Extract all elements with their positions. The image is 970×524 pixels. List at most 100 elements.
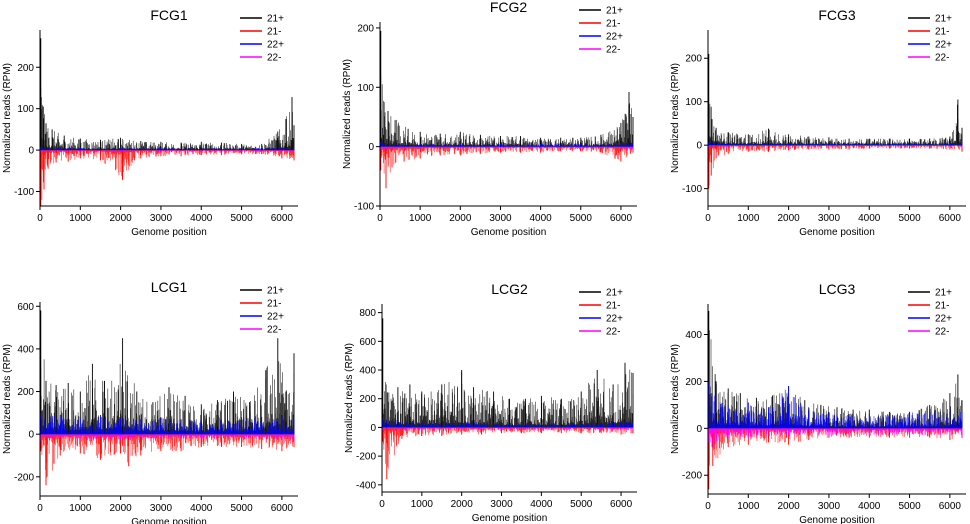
x-tick-label: 3000 [489,213,512,224]
x-axis-label: Genome position [799,227,875,238]
x-tick-label: 0 [377,213,383,224]
legend-label: 21+ [267,14,284,25]
x-tick-label: 6000 [271,503,294,514]
x-tick-label: 6000 [939,213,962,224]
x-tick-label: 0 [705,501,711,512]
legend-label: 22+ [935,314,952,325]
x-tick-label: 6000 [271,213,294,224]
y-tick-label: 800 [359,308,376,319]
y-tick-label: 0 [696,141,702,152]
y-tick-label: -200 [356,452,376,463]
series-trace-22+ [40,146,295,151]
series-trace-21+ [382,368,634,428]
series-22minus [708,145,963,148]
series-22minus [40,434,295,441]
legend-label: 22- [267,325,281,336]
y-tick-label: 0 [28,430,34,441]
x-tick-label: 4000 [858,501,881,512]
y-tick-label: -400 [356,480,376,491]
chart-title: LCG1 [151,279,188,295]
chart-title: LCG2 [491,281,528,297]
x-axis-label: Genome position [799,515,875,524]
x-tick-label: 4000 [858,213,881,224]
series-22minus [382,427,634,431]
x-tick-label: 1000 [411,499,434,510]
series-22plus [382,418,634,428]
x-axis-label: Genome position [471,227,547,238]
y-tick-label: 200 [359,394,376,405]
series-trace-22- [380,146,634,150]
x-tick-label: 2000 [110,213,133,224]
series-21minus [708,428,963,490]
series-21minus [40,150,295,206]
legend-label: 21+ [606,6,623,17]
y-tick-label: 100 [685,97,702,108]
x-tick-label: 2000 [778,501,801,512]
x-tick-label: 5000 [570,499,593,510]
series-trace-22- [708,145,963,148]
chart-panel-fcg1: FCG1 0 1000 2000 3000 4000 5000 6000 -100 0 100 200… [2,7,298,238]
x-tick-label: 1000 [737,501,760,512]
legend-label: 21- [267,27,281,38]
y-tick-label: -100 [682,184,702,195]
series-trace-21+ [40,87,295,151]
y-tick-label: 600 [359,337,376,348]
series-22minus [708,428,963,448]
y-tick-label: -200 [682,471,702,482]
chart-title: LCG3 [819,281,856,297]
x-tick-label: 0 [37,213,43,224]
chart-title: FCG1 [150,7,188,23]
legend-label: 22- [606,45,620,56]
x-tick-label: 5000 [898,501,921,512]
x-tick-label: 0 [705,213,711,224]
series-21minus [708,145,963,189]
y-tick-label: -100 [354,202,374,213]
x-tick-label: 3000 [818,213,841,224]
legend-label: 21- [606,19,620,30]
legend-label: 22+ [935,40,952,51]
x-tick-label: 5000 [230,503,253,514]
y-tick-label: 0 [696,424,702,435]
series-trace-21- [708,428,963,466]
series-22minus [380,146,634,150]
x-tick-label: 1000 [69,503,92,514]
legend-label: 22- [267,53,281,64]
series-21minus [40,434,295,486]
chart-title: FCG3 [818,7,856,23]
y-tick-label: 200 [685,54,702,65]
legend-label: 21- [935,301,949,312]
chart-panel-lcg3: LCG3 0 1000 2000 3000 4000 5000 6000 -200 0 200 400… [670,281,966,524]
y-tick-label: 200 [685,377,702,388]
series-22minus [40,150,295,153]
chart-title: FCG2 [490,0,528,15]
chart-panel-fcg3: FCG3 0 1000 2000 3000 4000 5000 6000 -100 0 100 200… [670,7,966,238]
series-trace-22- [40,434,295,440]
legend-label: 21- [935,27,949,38]
series-trace-21+ [708,103,963,146]
y-tick-label: 0 [370,423,376,434]
legend-label: 21- [606,301,620,312]
series-trace-22+ [40,415,295,435]
y-axis-label: Normalized reads (RPM) [344,343,355,453]
y-tick-label: 100 [357,83,374,94]
x-axis-label: Genome position [131,227,207,238]
series-trace-21- [382,427,634,469]
x-tick-label: 5000 [898,213,921,224]
y-tick-label: 600 [17,302,34,313]
x-tick-label: 5000 [570,213,593,224]
x-tick-label: 6000 [610,499,633,510]
series-trace-22+ [382,419,634,428]
series-21plus [40,310,295,435]
y-tick-label: -100 [14,187,34,198]
y-tick-label: 400 [359,366,376,377]
series-21minus [380,146,634,189]
legend-label: 21+ [606,288,623,299]
legend-label: 22+ [606,32,623,43]
series-trace-22- [382,427,634,430]
y-tick-label: 200 [17,63,34,74]
legend-label: 22+ [267,40,284,51]
x-tick-label: 5000 [230,213,253,224]
legend-label: 22- [935,53,949,64]
legend-label: 22+ [606,314,623,325]
x-axis-label: Genome position [472,513,548,524]
